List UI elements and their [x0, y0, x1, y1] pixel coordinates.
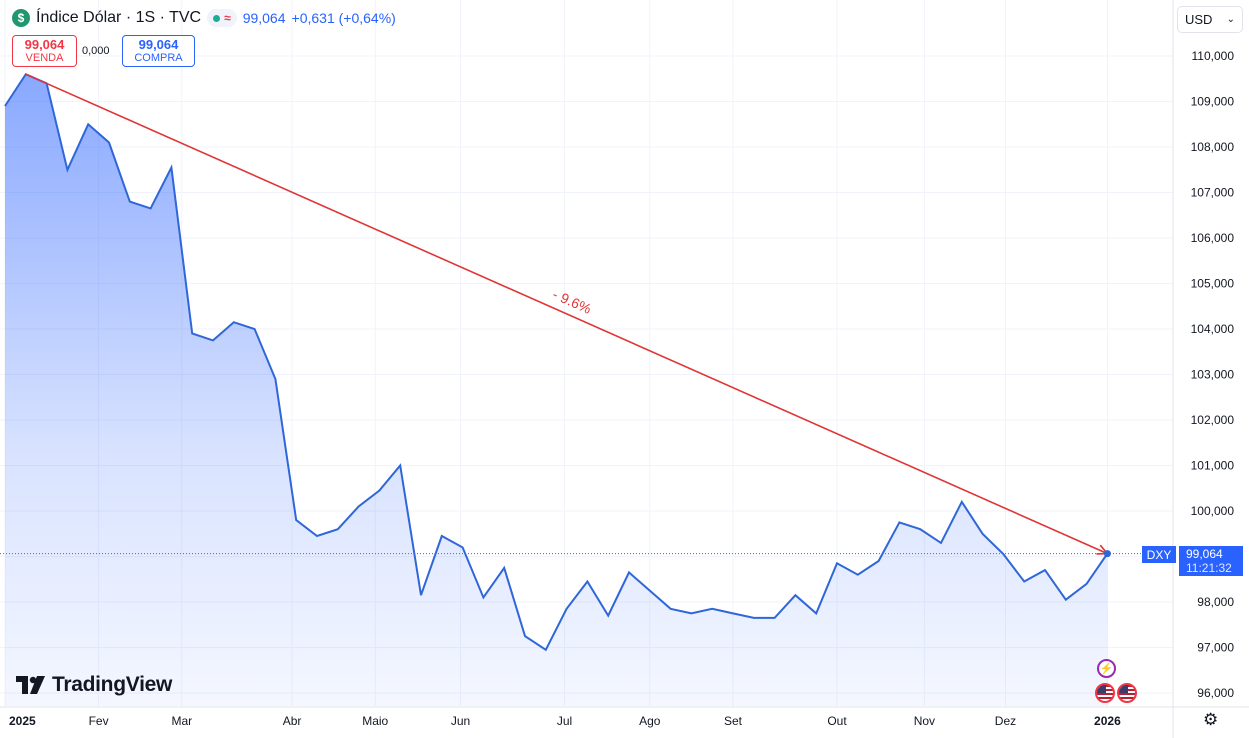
y-tick-label: 97,000: [1197, 641, 1234, 655]
tradingview-mark-icon: [16, 676, 45, 694]
x-tick-label: Mar: [171, 714, 192, 728]
x-tick-label: 2026: [1094, 714, 1121, 728]
header-price: 99,064: [242, 10, 286, 26]
currency-label: USD: [1185, 12, 1213, 27]
chevron-down-icon: ⌄: [1226, 14, 1235, 25]
trend-change-label: - 9.6%: [550, 286, 593, 317]
symbol-title[interactable]: Índice Dólar · 1S · TVC: [36, 9, 202, 26]
buy-button[interactable]: 99,064 COMPRA: [122, 35, 195, 67]
y-tick-label: 100,000: [1191, 504, 1235, 518]
chart-header: $ Índice Dólar · 1S · TVC ≈ 99,064 +0,63…: [12, 9, 396, 27]
x-tick-label: Maio: [362, 714, 388, 728]
last-price-dot: [1103, 550, 1111, 558]
y-tick-label: 96,000: [1197, 686, 1234, 700]
price-line: [4, 72, 1109, 652]
us-flag-event-icon[interactable]: [1117, 683, 1137, 703]
price-axis-label: 99,064 11:21:32: [1179, 546, 1243, 576]
x-tick-label: Abr: [283, 714, 302, 728]
buy-price: 99,064: [138, 37, 179, 52]
symbol-axis-label: DXY: [1142, 546, 1176, 563]
currency-dropdown[interactable]: USD ⌄: [1177, 6, 1243, 33]
y-tick-label: 101,000: [1191, 459, 1235, 473]
trend-line: [25, 73, 1108, 555]
buy-label: COMPRA: [134, 52, 183, 64]
header-change: +0,631 (+0,64%): [291, 10, 396, 26]
y-tick-label: 108,000: [1191, 140, 1235, 154]
y-tick-label: 102,000: [1191, 413, 1235, 427]
y-tick-label: 107,000: [1191, 186, 1235, 200]
sell-label: VENDA: [25, 52, 64, 64]
y-tick-label: 105,000: [1191, 277, 1235, 291]
x-axis: 2025 Fev Mar Abr Maio Jun Jul Ago Set Out Nov Dez 20…: [9, 714, 1121, 728]
y-tick-label: 104,000: [1191, 322, 1235, 336]
y-tick-label: 103,000: [1191, 368, 1235, 382]
y-tick-label: 98,000: [1197, 595, 1234, 609]
y-axis: 110,000 109,000 108,000 107,000 106,000 105,0…: [1191, 49, 1235, 700]
x-tick-label: Jun: [451, 714, 470, 728]
us-flag-event-icon[interactable]: [1095, 683, 1115, 703]
tradingview-logo: TradingView: [16, 673, 172, 697]
status-pill[interactable]: ≈: [207, 9, 237, 27]
x-tick-label: Dez: [995, 714, 1016, 728]
x-tick-label: Out: [827, 714, 847, 728]
x-tick-label: Jul: [557, 714, 572, 728]
dollar-symbol-icon: $: [12, 9, 30, 27]
price-area: [5, 74, 1108, 706]
x-tick-label: Ago: [639, 714, 661, 728]
price-axis-value: 99,064: [1186, 547, 1223, 561]
brand-name: TradingView: [52, 673, 173, 696]
x-tick-label: Fev: [89, 714, 109, 728]
y-tick-label: 106,000: [1191, 231, 1235, 245]
spread-value: 0,000: [82, 45, 110, 57]
sell-button[interactable]: 99,064 VENDA: [12, 35, 77, 67]
bar-countdown: 11:21:32: [1186, 561, 1232, 575]
x-tick-label: Set: [724, 714, 743, 728]
y-tick-label: 110,000: [1192, 49, 1235, 63]
market-open-icon: [213, 14, 221, 22]
sell-price: 99,064: [24, 37, 65, 52]
x-tick-label: Nov: [914, 714, 935, 728]
x-tick-label: 2025: [9, 714, 36, 728]
y-tick-label: 109,000: [1191, 95, 1235, 109]
event-flash-icon[interactable]: ⚡: [1097, 659, 1116, 678]
delayed-data-icon: ≈: [224, 11, 231, 25]
gear-icon[interactable]: ⚙: [1203, 710, 1219, 729]
